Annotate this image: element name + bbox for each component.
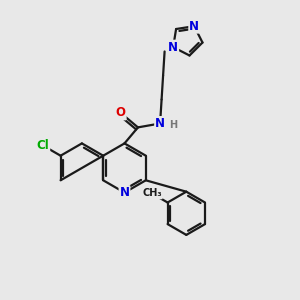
Text: N: N [189,20,199,33]
Text: Cl: Cl [37,139,49,152]
Text: H: H [169,120,177,130]
Text: CH₃: CH₃ [142,188,162,199]
Text: N: N [168,40,178,54]
Text: N: N [119,186,130,199]
Text: N: N [155,117,165,130]
Text: O: O [116,106,126,119]
